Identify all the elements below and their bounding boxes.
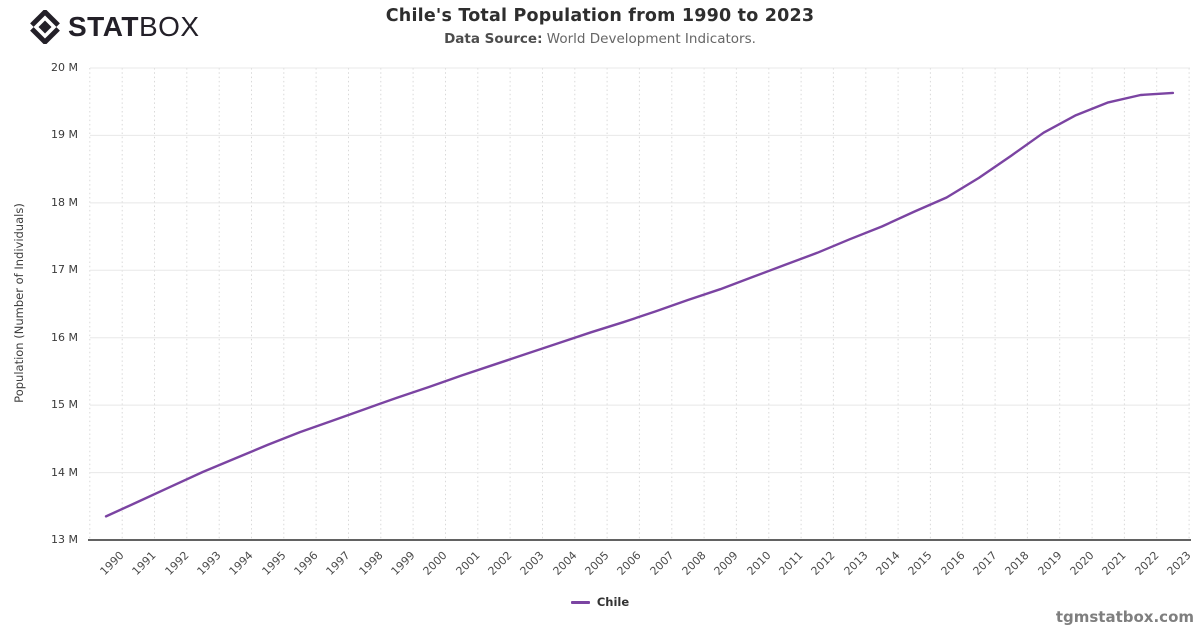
y-tick-label: 16 M	[51, 330, 78, 344]
y-tick-label: 14 M	[51, 465, 78, 479]
legend-line-swatch	[570, 600, 590, 604]
chart-subtitle: Data Source: World Development Indicator…	[200, 31, 1000, 47]
y-tick-label: 15 M	[51, 398, 78, 412]
logo-wordmark: STATBOX	[68, 10, 200, 44]
y-tick-label: 18 M	[51, 195, 78, 209]
title-block: Chile's Total Population from 1990 to 20…	[200, 6, 1000, 47]
legend-label: Chile	[596, 595, 630, 609]
y-tick-label: 13 M	[51, 533, 78, 546]
y-tick-label: 20 M	[51, 61, 78, 74]
logo: STATBOX	[28, 10, 200, 44]
y-tick-label: 17 M	[51, 263, 78, 277]
watermark: tgmstatbox.com	[1055, 608, 1194, 626]
chart-title: Chile's Total Population from 1990 to 20…	[385, 6, 815, 26]
statbox-diamond-icon	[30, 10, 60, 44]
logo-text-box: BOX	[138, 11, 200, 42]
y-tick-label: 19 M	[51, 128, 78, 142]
data-source-value: World Development Indicators.	[546, 31, 756, 47]
series-line-chile	[104, 91, 1175, 518]
legend: Chile	[0, 595, 1200, 609]
data-source-label: Data Source:	[444, 31, 543, 47]
logo-text-stat: STAT	[68, 11, 139, 42]
